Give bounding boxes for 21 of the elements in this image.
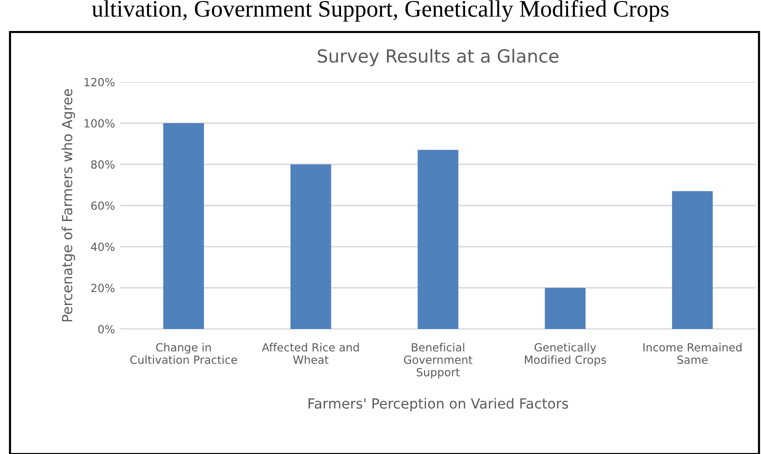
x-tick-label: Income Remained Same: [643, 342, 742, 364]
x-tick-label: Change in Cultivation Practice: [130, 342, 237, 364]
bar: [418, 150, 458, 329]
y-tick-label: 100%: [84, 119, 115, 128]
bar: [163, 123, 204, 329]
x-tick-label: Genetically Modified Crops: [524, 342, 606, 366]
bar: [290, 164, 332, 329]
x-tick-label: Affected Rice and Wheat: [262, 342, 359, 364]
y-axis-title: Percenatge of Farmers who Agree: [62, 89, 76, 322]
text: ultivation, Government Support, Genetically Modified Crops: [92, 0, 669, 22]
x-axis-title: Farmers' Perception on Varied Factors: [308, 398, 568, 412]
bar: [672, 191, 713, 329]
y-tick-label: 0%: [98, 324, 115, 334]
x-tick-label: Beneficial Government Support: [404, 342, 472, 379]
chart-title: Survey Results at a Glance: [318, 48, 558, 66]
bar: [544, 288, 586, 329]
y-tick-label: 40%: [90, 242, 115, 252]
y-tick-label: 20%: [91, 284, 115, 292]
y-tick-label: 120%: [84, 78, 115, 86]
y-tick-label: 60%: [91, 201, 115, 210]
y-tick-label: 80%: [91, 160, 115, 169]
